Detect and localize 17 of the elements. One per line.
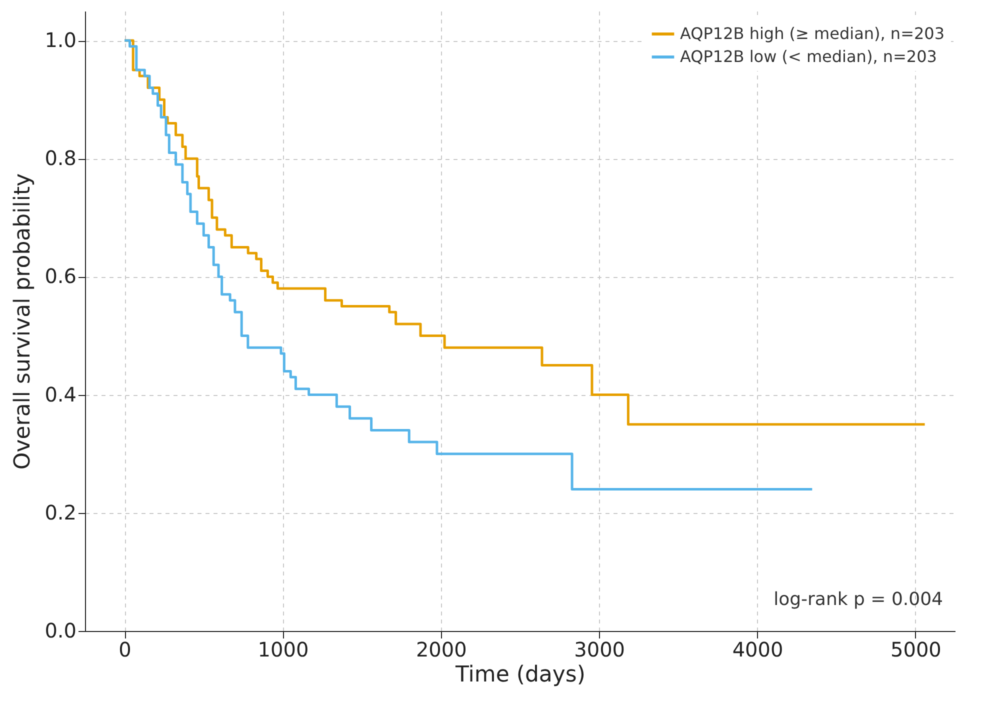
x-axis-title: Time (days)	[454, 662, 586, 688]
y-tick-label: 1.0	[44, 28, 76, 52]
x-tick-label: 1000	[258, 638, 309, 662]
y-tick-label: 0.6	[44, 264, 76, 288]
annotation: log-rank p = 0.004	[774, 589, 943, 610]
y-axis-title: Overall survival probability	[10, 173, 36, 470]
y-tick-label: 0.4	[44, 382, 76, 406]
y-tick-label: 0.2	[44, 500, 76, 524]
y-tick-label: 0.0	[44, 618, 76, 642]
y-tick-label: 0.8	[44, 146, 76, 170]
legend-label: AQP12B low (< median), n=203	[680, 47, 937, 66]
x-tick-label: 2000	[416, 638, 467, 662]
x-tick-label: 0	[118, 638, 132, 662]
x-tick-label: 3000	[574, 638, 626, 662]
x-tick-label: 4000	[732, 638, 784, 662]
x-tick-label: 5000	[890, 638, 942, 662]
legend-label: AQP12B high (≥ median), n=203	[680, 24, 945, 43]
